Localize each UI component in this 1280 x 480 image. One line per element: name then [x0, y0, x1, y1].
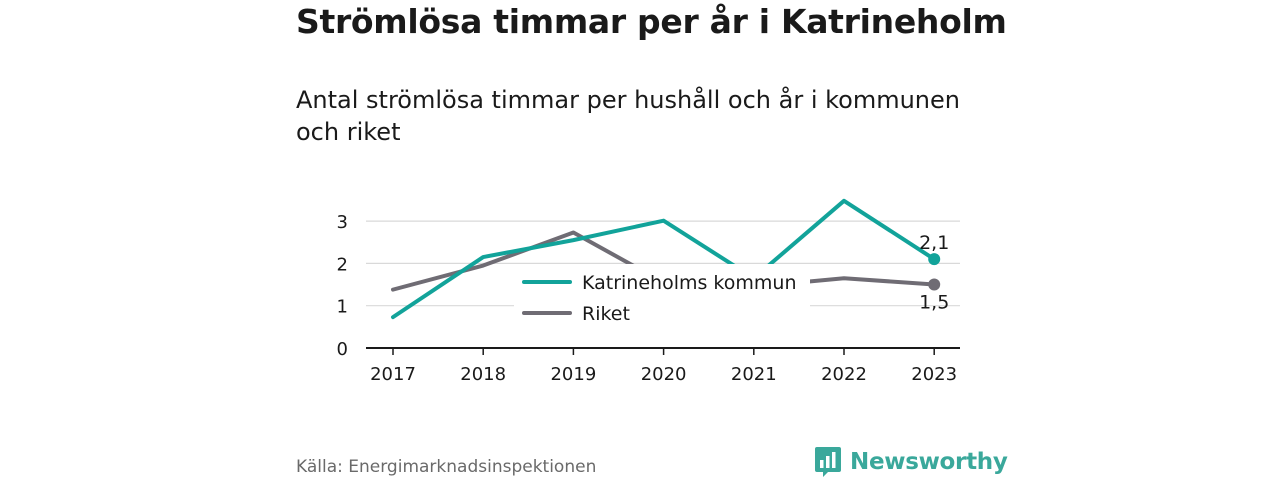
chart-subtitle: Antal strömlösa timmar per hushåll och å…	[296, 86, 960, 146]
newsworthy-logo-icon	[815, 447, 841, 477]
x-tick-label: 2023	[911, 364, 957, 385]
brand-logo: Newsworthy	[814, 446, 1008, 478]
end-value-label: 1,5	[919, 292, 949, 314]
y-tick-label: 2	[337, 254, 348, 275]
source-note: Källa: Energimarknadsinspektionen	[296, 457, 597, 477]
series-end-point	[928, 278, 941, 291]
chart-title: Strömlösa timmar per år i Katrineholm	[296, 2, 1007, 41]
y-axis: 0 1 2 3	[337, 212, 348, 360]
end-value-label: 2,1	[919, 232, 949, 254]
brand-name: Newsworthy	[850, 449, 1008, 475]
x-tick-label: 2018	[460, 364, 506, 385]
series-line	[391, 198, 937, 320]
x-tick-label: 2020	[641, 364, 687, 385]
series-end-point	[928, 253, 941, 266]
legend-label: Riket	[582, 303, 630, 325]
x-axis: 2017 2018 2019 2020 2021 2022 2023	[366, 347, 960, 385]
y-tick-label: 0	[337, 339, 348, 360]
y-tick-label: 1	[337, 297, 348, 318]
x-tick-label: 2017	[370, 364, 416, 385]
x-tick-label: 2022	[821, 364, 867, 385]
legend-label: Katrineholms kommun	[582, 272, 796, 294]
end-labels: 2,1 1,5	[919, 232, 949, 313]
legend-background	[514, 264, 810, 330]
y-tick-label: 3	[337, 212, 348, 233]
legend: Katrineholms kommun Riket	[514, 264, 810, 330]
x-tick-label: 2021	[731, 364, 777, 385]
x-tick-label: 2019	[550, 364, 596, 385]
